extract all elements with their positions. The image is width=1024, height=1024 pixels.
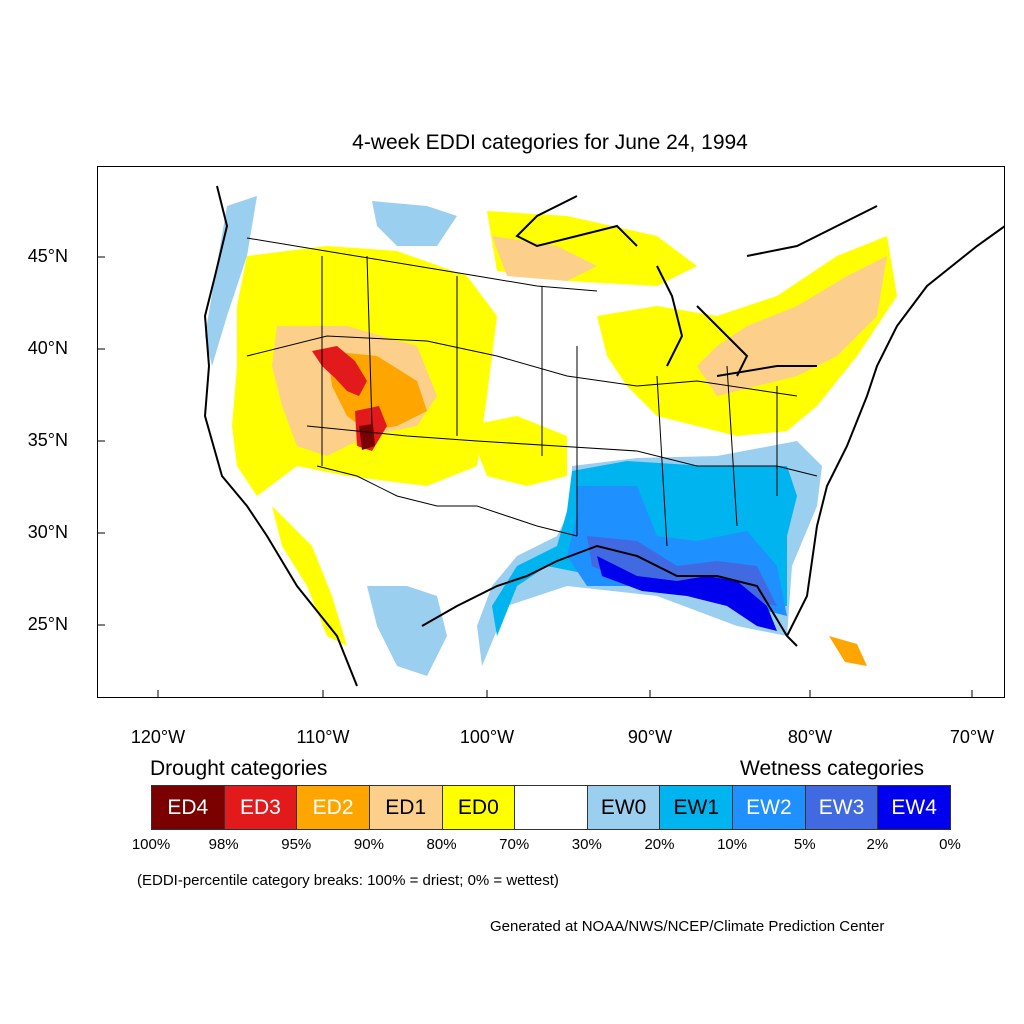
drought-region-west-ed3 [312, 346, 367, 396]
drought-region-north-ed1 [492, 236, 597, 281]
legend-break-label: 0% [939, 836, 961, 853]
lat-label-45: 45°N [27, 246, 68, 266]
wetness-region-canada [372, 201, 457, 246]
legend-swatch-ed1: ED1 [368, 785, 443, 830]
legend-break-label: 100% [131, 836, 171, 853]
legend-swatch-ew2: EW2 [732, 785, 806, 830]
legend-swatch-ed2: ED2 [296, 785, 370, 830]
map-title: 4-week EDDI categories for June 24, 1994 [352, 131, 748, 154]
state-boundaries [246, 237, 818, 547]
legend-swatch-normal [514, 785, 588, 830]
lon-label-100: 100°W [459, 727, 515, 747]
legend-break-label: 30% [571, 836, 602, 853]
legend-break-label: 80% [426, 836, 457, 853]
drought-region-caribbean-ed2 [829, 636, 867, 666]
coastlines [203, 185, 1005, 687]
eddi-map [97, 166, 1005, 698]
legend-break-label: 5% [793, 836, 816, 853]
credit-line: Generated at NOAA/NWS/NCEP/Climate Predi… [490, 918, 885, 935]
wetness-region-westcoast [205, 196, 257, 366]
drought-region-west-ed4 [359, 424, 375, 450]
legend-swatch-ew3: EW3 [804, 785, 879, 830]
legend-break-label: 20% [644, 836, 675, 853]
legend-swatch-ed3: ED3 [223, 785, 298, 830]
lat-label-25: 25°N [27, 614, 68, 634]
legend-break-label: 70% [499, 836, 530, 853]
legend-break-label: 95% [281, 836, 312, 853]
legend-swatch-ed0: ED0 [441, 785, 516, 830]
drought-region-baja-ed0 [272, 506, 347, 646]
wetness-categories-title: Wetness categories [740, 757, 925, 780]
wetness-region-ew4 [597, 556, 777, 631]
lon-label-120: 120°W [130, 727, 186, 747]
lat-label-40: 40°N [27, 338, 68, 358]
legend-break-label: 2% [866, 836, 889, 853]
lat-label-35: 35°N [27, 430, 68, 450]
wetness-region-texas [367, 586, 447, 676]
legend-break-label: 10% [717, 836, 748, 853]
legend-swatch-ew4: EW4 [877, 785, 951, 830]
category-breaks-note: (EDDI-percentile category breaks: 100% =… [137, 872, 559, 889]
lon-label-110: 110°W [296, 727, 350, 747]
drought-categories-title: Drought categories [150, 757, 328, 780]
legend-swatch-ed4: ED4 [151, 785, 225, 830]
map-frame [97, 166, 1005, 698]
lon-label-70: 70°W [949, 727, 995, 747]
legend-swatch-ew1: EW1 [659, 785, 734, 830]
legend-break-label: 98% [208, 836, 239, 853]
axis-ticks [97, 256, 973, 698]
lat-label-30: 30°N [27, 522, 68, 542]
legend-swatch-ew0: EW0 [586, 785, 661, 830]
legend-break-label: 90% [353, 836, 384, 853]
lon-label-80: 80°W [787, 727, 833, 747]
lon-label-90: 90°W [627, 727, 673, 747]
